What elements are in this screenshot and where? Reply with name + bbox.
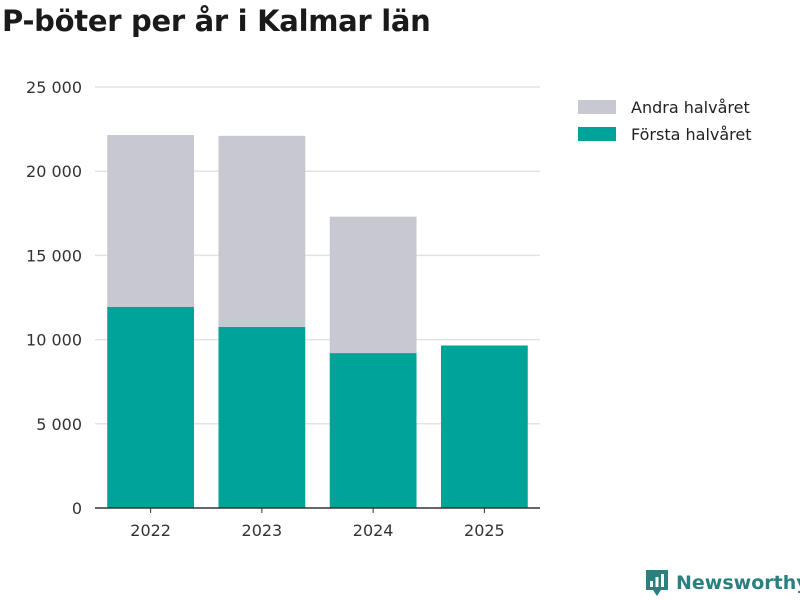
bar-andra-2023 xyxy=(218,135,306,327)
y-tick-label: 15 000 xyxy=(26,246,82,265)
bar-forsta-2022 xyxy=(107,306,195,508)
legend-swatch xyxy=(578,100,616,114)
y-tick-label: 25 000 xyxy=(26,78,82,97)
x-tick-label: 2022 xyxy=(130,521,171,540)
bar-forsta-2023 xyxy=(218,326,306,508)
newsworthy-brand: Newsworthy xyxy=(644,568,800,598)
newsworthy-logo-icon xyxy=(646,570,668,596)
brand-name: Newsworthy xyxy=(676,572,800,594)
legend-label: Första halvåret xyxy=(631,125,752,144)
legend-swatch xyxy=(578,127,616,141)
bar-andra-2022 xyxy=(107,134,195,307)
x-tick-label: 2023 xyxy=(242,521,283,540)
x-tick-label: 2024 xyxy=(353,521,394,540)
bar-forsta-2025 xyxy=(440,345,528,508)
chart-title: P-böter per år i Kalmar län xyxy=(2,4,431,38)
x-tick-label: 2025 xyxy=(464,521,505,540)
y-tick-label: 20 000 xyxy=(26,162,82,181)
y-tick-label: 5 000 xyxy=(36,415,82,434)
y-tick-label: 0 xyxy=(72,499,82,518)
bar-andra-2024 xyxy=(329,216,417,354)
y-tick-label: 10 000 xyxy=(26,331,82,350)
legend-label: Andra halvåret xyxy=(631,98,750,117)
bar-forsta-2024 xyxy=(329,353,417,508)
